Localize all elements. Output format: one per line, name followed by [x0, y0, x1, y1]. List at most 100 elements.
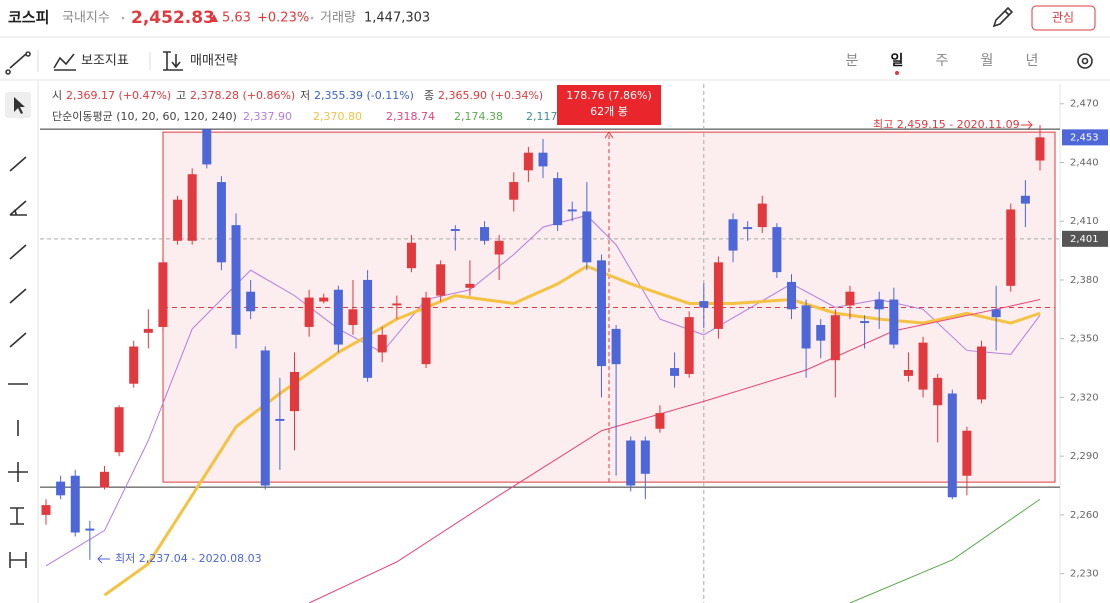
candle-body [275, 418, 285, 421]
period[interactable]: 주 [936, 53, 949, 69]
candle-body [553, 178, 563, 226]
ohlc-label: 저 [300, 89, 310, 102]
y-tick-label: 2,320 [1070, 392, 1099, 403]
price-marker-box [1062, 129, 1108, 146]
candle-body [787, 281, 796, 310]
moving-average [849, 498, 1041, 603]
candle-body [56, 481, 66, 496]
candle-body [348, 309, 358, 325]
candle-body [684, 317, 694, 374]
strategy-icon[interactable] [163, 51, 183, 71]
candle-body [319, 297, 329, 302]
active-dot [895, 71, 899, 75]
ma-title: 단순이동평균 (10, 20, 60, 120, 240) [52, 110, 237, 123]
measure-bars: 62개 봉 [590, 105, 628, 118]
candle-body [70, 475, 80, 533]
y-tick-label: 2,230 [1070, 569, 1099, 580]
measure-label-box [557, 85, 661, 125]
candle-body [260, 350, 270, 486]
candle-body [304, 297, 314, 327]
candle-body [450, 229, 460, 232]
candle-body [874, 299, 884, 310]
candle-body [860, 321, 870, 324]
ohlc-value: 2,355.39 (-0.11%) [314, 89, 414, 102]
y-tick-label: 2,350 [1070, 334, 1099, 345]
ray-tool[interactable] [9, 244, 27, 260]
ohlc-value: 2,365.90 (+0.34%) [438, 89, 543, 102]
measure-label: 178.76 (7.86%) [566, 89, 652, 102]
candle-body [991, 309, 1001, 318]
candle-body [947, 393, 957, 498]
y-tick-label: 2,290 [1070, 451, 1099, 462]
candle-body [918, 342, 928, 390]
period[interactable]: 일 [891, 53, 904, 69]
drawing-tools [8, 156, 28, 568]
angle-tool[interactable] [9, 200, 27, 216]
ohlc-label: 고 [176, 89, 186, 102]
settings-icon[interactable] [1077, 53, 1093, 69]
candle-body [582, 211, 592, 263]
trendline-tool[interactable] [9, 156, 27, 172]
candle-body [129, 346, 139, 384]
moving-average [308, 299, 1041, 603]
candle-body [728, 219, 738, 251]
ma-value: 2,318.74 [386, 110, 435, 123]
candle-body [392, 303, 402, 306]
ma-value: 2,174.38 [454, 110, 503, 123]
candle-body [523, 152, 533, 171]
price-range-tool[interactable] [10, 507, 24, 525]
draw-tool[interactable] [5, 51, 31, 75]
extended-tool[interactable] [9, 288, 27, 304]
watch-button[interactable] [1031, 5, 1096, 31]
cross-tool[interactable] [8, 462, 28, 482]
period[interactable]: 월 [981, 53, 994, 69]
candle-body [114, 407, 124, 453]
candle-body [977, 346, 987, 400]
y-tick-label: 2,470 [1070, 99, 1099, 110]
edit-icon[interactable] [992, 6, 1014, 28]
candle-body [889, 299, 899, 345]
change: 5.63 [222, 11, 251, 26]
candle-body [713, 262, 723, 329]
cursor-tool[interactable] [14, 97, 25, 114]
ohlc-value: 2,378.28 (+0.86%) [190, 89, 295, 102]
moving-average [45, 214, 1041, 567]
separator [121, 16, 125, 20]
indicator-icon[interactable] [53, 53, 76, 71]
candle-body [699, 301, 709, 308]
low-note-arrow [97, 554, 110, 564]
title: 코스피 [8, 9, 49, 27]
candle-body [962, 430, 972, 476]
indicators[interactable]: 보조지표 [81, 54, 129, 69]
candle-body [406, 242, 416, 269]
volume-label: 거래량 [320, 11, 356, 26]
period[interactable]: 년 [1026, 53, 1039, 69]
high-note-arrow [1021, 120, 1033, 130]
candle-body [158, 262, 168, 327]
up-arrow [210, 14, 218, 22]
channel-tool[interactable] [9, 332, 27, 348]
candle-body [290, 371, 299, 412]
separator [310, 16, 314, 20]
candle-body [611, 328, 621, 365]
candle-body [772, 227, 782, 273]
ma-value: 2,370.80 [313, 110, 362, 123]
watch-label[interactable]: 관심 [1052, 11, 1074, 25]
candle-body [567, 209, 577, 212]
candle-body [377, 334, 387, 353]
candle-body [187, 174, 197, 241]
crosshair-box [1062, 230, 1108, 247]
candle-body [465, 283, 475, 288]
price: 2,452.83 [131, 8, 215, 28]
candle-body [743, 227, 753, 230]
candle-body [173, 199, 183, 241]
y-tick-label: 2,260 [1070, 510, 1099, 521]
low-note: 최저 2,237.04 - 2020.08.03 [115, 552, 262, 565]
candle-body [246, 291, 256, 312]
candle-body [801, 305, 811, 349]
period[interactable]: 분 [846, 53, 859, 69]
crosshair-label: 2,401 [1070, 234, 1099, 245]
date-range-tool[interactable] [9, 552, 27, 568]
strategy[interactable]: 매매전략 [190, 54, 238, 69]
candle-body [231, 225, 241, 335]
